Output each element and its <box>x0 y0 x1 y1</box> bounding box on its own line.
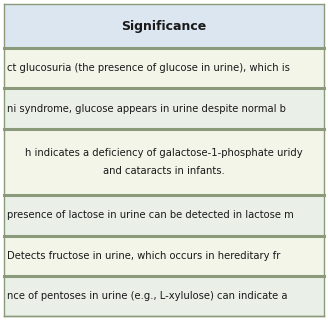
Text: Significance: Significance <box>121 20 207 33</box>
Bar <box>4 48 324 89</box>
Text: nce of pentoses in urine (e.g., L-xylulose) can indicate a: nce of pentoses in urine (e.g., L-xylulo… <box>7 291 288 301</box>
Bar <box>4 129 324 195</box>
Bar <box>4 4 324 48</box>
Text: ct glucosuria (the presence of glucose in urine), which is: ct glucosuria (the presence of glucose i… <box>7 63 290 73</box>
Bar <box>4 89 324 129</box>
Text: and cataracts in infants.: and cataracts in infants. <box>103 166 225 176</box>
Bar <box>4 195 324 236</box>
Text: presence of lactose in urine can be detected in lactose m: presence of lactose in urine can be dete… <box>7 211 294 220</box>
Text: Detects fructose in urine, which occurs in hereditary fr: Detects fructose in urine, which occurs … <box>7 251 280 261</box>
Bar <box>4 276 324 316</box>
Text: ni syndrome, glucose appears in urine despite normal b: ni syndrome, glucose appears in urine de… <box>7 104 286 114</box>
Text: h indicates a deficiency of galactose-1-phosphate uridy: h indicates a deficiency of galactose-1-… <box>25 148 303 158</box>
Bar <box>4 236 324 276</box>
